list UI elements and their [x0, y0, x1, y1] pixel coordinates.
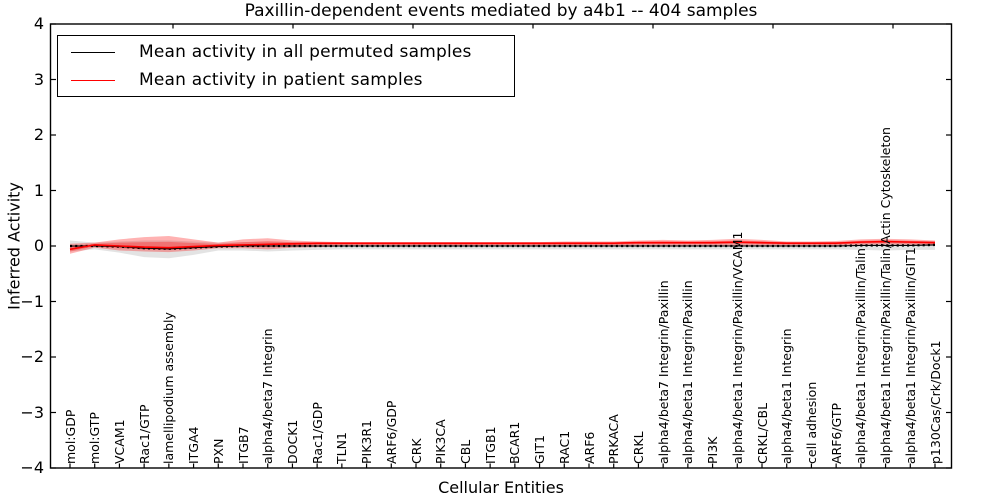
x-tick-label: VCAM1 — [111, 419, 127, 464]
x-tick-label: GIT1 — [532, 435, 548, 464]
x-tick-label: PXN — [210, 438, 226, 464]
x-tick-label: p130Cas/Crk/Dock1 — [927, 340, 943, 464]
x-tick-label: TLN1 — [334, 432, 350, 464]
x-tick-label: alpha4/beta1 Integrin/Paxillin/Talin/Act… — [878, 127, 894, 464]
x-tick-label: alpha4/beta1 Integrin/Paxillin — [680, 280, 696, 464]
y-tick-label: 2 — [33, 125, 44, 144]
x-tick-label: mol:GDP — [62, 409, 78, 464]
legend-entry-permuted: Mean activity in all permuted samples — [58, 39, 514, 65]
legend-entry-patient: Mean activity in patient samples — [58, 67, 514, 93]
y-tick-label: 4 — [33, 14, 44, 33]
legend-line-red-icon — [71, 79, 115, 81]
x-tick-label: alpha4/beta1 Integrin/Paxillin/GIT1 — [902, 247, 918, 464]
x-tick-label: alpha4/beta7 Integrin — [260, 328, 276, 464]
x-tick-label: alpha4/beta1 Integrin — [779, 328, 795, 464]
legend-label-patient: Mean activity in patient samples — [139, 70, 423, 90]
x-tick-label: BCAR1 — [507, 421, 523, 464]
x-tick-label: PRKACA — [606, 414, 622, 464]
chart-title: Paxillin-dependent events mediated by a4… — [244, 1, 758, 21]
x-axis-label: Cellular Entities — [438, 478, 564, 497]
x-tick-label: alpha4/beta1 Integrin/Paxillin/Talin — [853, 248, 869, 464]
x-tick-label: ARF6/GTP — [828, 402, 844, 464]
x-tick-label: ITGB7 — [235, 426, 251, 464]
legend-label-permuted: Mean activity in all permuted samples — [139, 42, 472, 62]
y-tick-label: 0 — [33, 236, 44, 255]
x-tick-label: alpha4/beta7 Integrin/Paxillin — [655, 280, 671, 464]
x-tick-label: DOCK1 — [284, 419, 300, 464]
legend-line-black-icon — [71, 51, 115, 53]
x-tick-label: PI3K — [705, 436, 721, 464]
y-tick-label: 1 — [33, 180, 44, 200]
x-tick-label: lamellipodium assembly — [161, 312, 177, 464]
legend: Mean activity in all permuted samples Me… — [57, 35, 515, 97]
x-tick-label: alpha4/beta1 Integrin/Paxillin/VCAM1 — [729, 231, 745, 464]
x-tick-label: CRK — [408, 438, 424, 464]
x-tick-label: ARF6 — [581, 431, 597, 464]
y-tick-label: −4 — [20, 458, 44, 477]
x-tick-label: ITGB1 — [482, 426, 498, 464]
x-tick-label: CRKL — [630, 431, 646, 464]
x-tick-label: cell adhesion — [803, 381, 819, 464]
x-tick-label: PIK3R1 — [359, 419, 375, 464]
x-tick-label: ITGA4 — [186, 426, 202, 464]
y-tick-label: −3 — [20, 402, 44, 422]
x-tick-label: Rac1/GTP — [136, 404, 152, 464]
x-tick-label: ARF6/GDP — [383, 400, 399, 464]
x-tick-label: PIK3CA — [433, 419, 449, 464]
x-tick-label: Rac1/GDP — [309, 402, 325, 464]
y-tick-label: 3 — [33, 69, 44, 89]
x-tick-label: mol:GTP — [87, 412, 103, 464]
y-tick-label: −1 — [20, 291, 44, 311]
x-tick-label: CBL — [457, 439, 473, 464]
x-tick-label: RAC1 — [556, 430, 572, 464]
x-tick-label: CRKL/CBL — [754, 402, 770, 464]
y-tick-label: −2 — [20, 347, 44, 366]
